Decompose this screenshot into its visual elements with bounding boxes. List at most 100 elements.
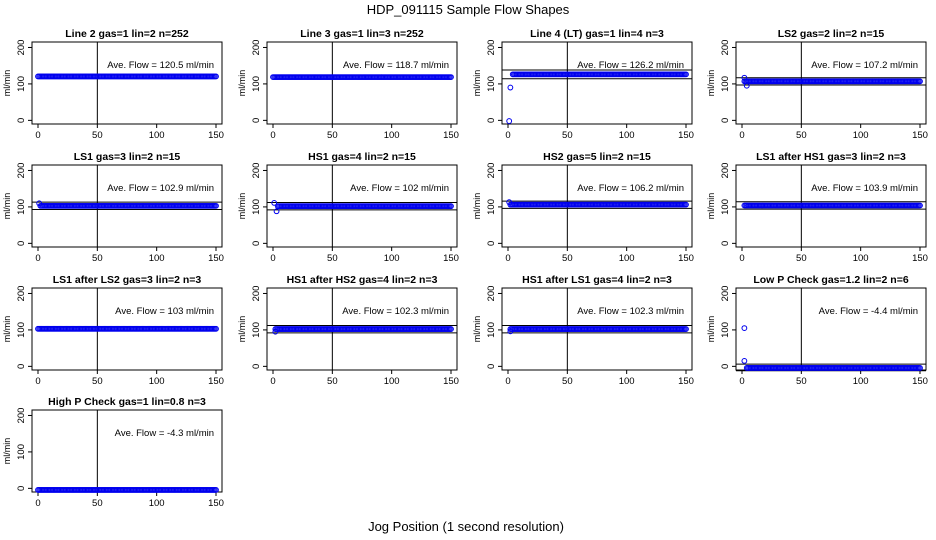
panel-title: HS1 after HS2 gas=4 lin=2 n=3	[287, 274, 438, 286]
average-flow-annotation: Ave. Flow = 106.2 ml/min	[577, 183, 684, 194]
y-axis-label: ml/min	[706, 316, 716, 343]
average-flow-annotation: Ave. Flow = 103.9 ml/min	[811, 183, 918, 194]
data-point	[917, 78, 923, 85]
x-tick-label: 150	[208, 130, 224, 141]
y-tick-label: 0	[251, 364, 262, 369]
y-axis-label: ml/min	[472, 316, 482, 343]
y-tick-label: 200	[486, 40, 497, 56]
figure-title: HDP_091115 Sample Flow Shapes	[367, 2, 570, 17]
panel-title: Line 3 gas=1 lin=3 n=252	[300, 28, 424, 40]
average-flow-annotation: Ave. Flow = 126.2 ml/min	[577, 60, 684, 71]
plot-frame	[31, 164, 223, 248]
x-tick-label: 50	[562, 376, 573, 387]
x-tick-label: 50	[92, 253, 103, 264]
average-flow-annotation: Ave. Flow = 102.3 ml/min	[577, 306, 684, 317]
y-tick-label: 0	[16, 241, 27, 246]
data-point	[917, 365, 923, 371]
y-axis-label: ml/min	[2, 316, 12, 343]
average-flow-annotation: Ave. Flow = 102.9 ml/min	[107, 183, 214, 194]
y-tick-label: 0	[16, 364, 27, 369]
y-tick-label: 100	[486, 76, 497, 92]
x-tick-label: 150	[678, 376, 694, 387]
x-tick-label: 0	[270, 130, 275, 141]
y-tick-label: 200	[16, 40, 27, 56]
y-tick-label: 0	[486, 241, 497, 246]
panel-3: Line 4 (LT) gas=1 lin=4 n=3 0 50 100 150 0 100…	[472, 28, 694, 141]
data-point-outlier	[271, 200, 278, 206]
x-tick-label: 100	[619, 130, 635, 141]
data-point-outlier	[506, 199, 513, 206]
y-tick-label: 200	[16, 286, 27, 302]
y-tick-label: 100	[16, 76, 27, 92]
average-flow-annotation: Ave. Flow = -4.4 ml/min	[819, 306, 918, 317]
x-tick-label: 100	[619, 253, 635, 264]
y-tick-label: 0	[16, 118, 27, 123]
y-axis-label: ml/min	[237, 70, 247, 97]
y-tick-label: 200	[16, 163, 27, 179]
x-tick-label: 0	[270, 376, 275, 387]
y-tick-label: 100	[720, 76, 731, 92]
x-tick-label: 150	[678, 130, 694, 141]
x-tick-label: 0	[35, 498, 40, 509]
x-tick-label: 50	[92, 498, 103, 509]
plot-frame	[31, 287, 223, 371]
x-tick-label: 50	[562, 253, 573, 264]
x-tick-label: 150	[443, 253, 459, 264]
data-point-outlier	[741, 325, 748, 331]
panel-title: Line 4 (LT) gas=1 lin=4 n=3	[530, 28, 664, 40]
x-tick-label: 100	[384, 376, 400, 387]
panel-4: LS2 gas=2 lin=2 n=15 0 50 100 150 0 100 200 ml/m…	[706, 28, 928, 141]
y-tick-label: 0	[486, 364, 497, 369]
y-tick-label: 0	[486, 118, 497, 123]
y-tick-label: 200	[720, 286, 731, 302]
x-tick-label: 100	[384, 253, 400, 264]
x-tick-label: 100	[149, 253, 165, 264]
x-tick-label: 100	[149, 130, 165, 141]
average-flow-annotation: Ave. Flow = 102 ml/min	[350, 183, 449, 194]
plot-frame	[501, 41, 693, 125]
y-tick-label: 0	[251, 118, 262, 123]
x-tick-label: 150	[912, 376, 928, 387]
average-flow-annotation: Ave. Flow = -4.3 ml/min	[115, 428, 214, 439]
x-tick-label: 100	[619, 376, 635, 387]
plot-frame	[266, 164, 458, 248]
data-point	[448, 74, 454, 80]
x-tick-label: 50	[327, 130, 338, 141]
x-tick-label: 50	[92, 130, 103, 141]
average-flow-annotation: Ave. Flow = 103 ml/min	[115, 306, 214, 317]
data-point	[448, 203, 454, 210]
x-tick-label: 150	[208, 253, 224, 264]
x-tick-label: 50	[796, 130, 807, 141]
data-point	[213, 73, 219, 80]
panel-title: Low P Check gas=1.2 lin=2 n=6	[753, 274, 908, 286]
data-point-outlier	[36, 200, 43, 207]
y-tick-label: 100	[720, 322, 731, 338]
data-point-outlier	[743, 82, 750, 89]
x-tick-label: 50	[796, 376, 807, 387]
panel-title: LS1 after LS2 gas=3 lin=2 n=3	[53, 274, 202, 286]
panel-7: HS2 gas=5 lin=2 n=15 0 50 100 150 0 100 200 ml/m…	[472, 151, 694, 264]
y-tick-label: 0	[720, 364, 731, 369]
panel-5: LS1 gas=3 lin=2 n=15 0 50 100 150 0 100 200 ml/m…	[2, 151, 224, 264]
plot-frame	[735, 164, 927, 248]
x-tick-label: 100	[149, 376, 165, 387]
x-tick-label: 150	[443, 130, 459, 141]
plot-frame	[31, 41, 223, 125]
figure-xlabel: Jog Position (1 second resolution)	[368, 519, 564, 534]
average-flow-annotation: Ave. Flow = 107.2 ml/min	[811, 60, 918, 71]
panel-12: Low P Check gas=1.2 lin=2 n=6 0 50 100 150 0 1…	[706, 274, 928, 387]
y-tick-label: 200	[251, 163, 262, 179]
y-tick-label: 0	[251, 241, 262, 246]
y-tick-label: 100	[251, 322, 262, 338]
x-tick-label: 0	[739, 253, 744, 264]
y-tick-label: 200	[720, 40, 731, 56]
data-point	[683, 326, 689, 332]
data-point	[448, 326, 454, 332]
y-tick-label: 100	[16, 444, 27, 460]
x-tick-label: 0	[505, 130, 510, 141]
y-tick-label: 100	[251, 199, 262, 215]
y-axis-label: ml/min	[2, 70, 12, 97]
panel-8: LS1 after HS1 gas=3 lin=2 n=3 0 50 100 150 0 1…	[706, 151, 928, 264]
y-axis-label: ml/min	[706, 70, 716, 97]
y-tick-label: 200	[251, 286, 262, 302]
